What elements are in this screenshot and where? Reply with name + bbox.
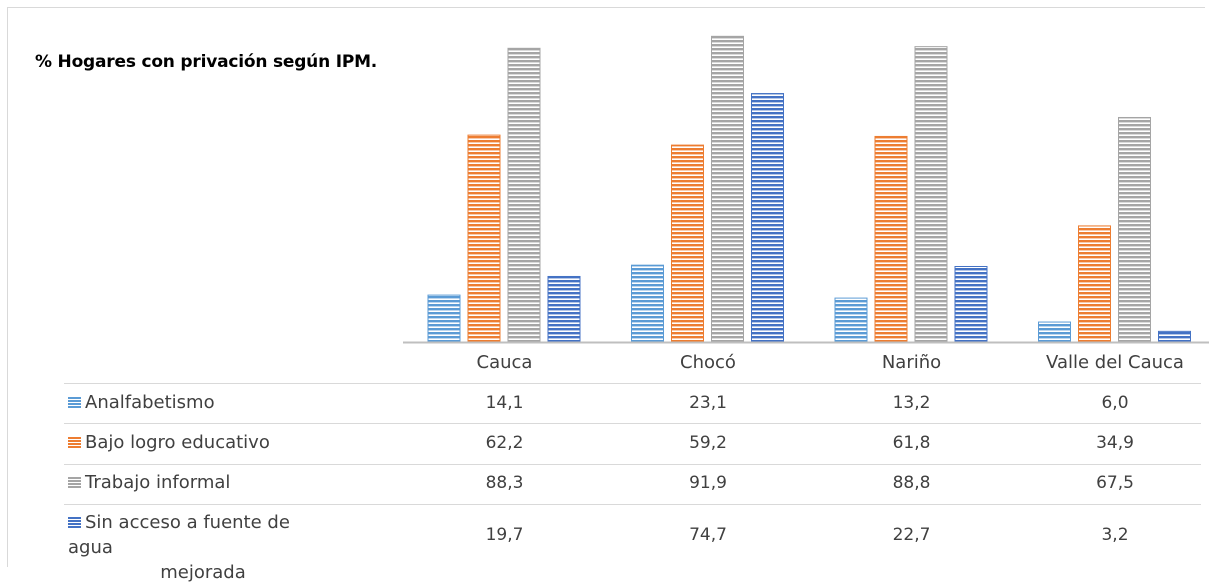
bar-nariño-series-1	[875, 136, 907, 342]
legend-text: Bajo logro educativo	[85, 432, 270, 453]
legend-text: mejorada	[160, 562, 246, 583]
table-cell-value: 13,2	[810, 393, 1013, 413]
bar-cauca-series-1	[468, 135, 500, 342]
table-row-divider	[64, 423, 1201, 424]
table-cell-value: 22,7	[810, 525, 1013, 545]
table-cell-value: 62,2	[403, 433, 606, 453]
table-cell-value: 14,1	[403, 393, 606, 413]
table-cell-value: 3,2	[1014, 525, 1209, 545]
bar-valle-del-cauca-series-1	[1079, 226, 1111, 342]
legend-text-line: mejorada	[68, 560, 338, 585]
bar-valle-del-cauca-series-0	[1039, 322, 1071, 342]
legend-text: Analfabetismo	[85, 392, 215, 413]
table-cell-value: 19,7	[403, 525, 606, 545]
table-cell-value: 67,5	[1014, 473, 1209, 493]
legend-text-line: Sin acceso a fuente de agua	[68, 510, 338, 560]
legend-text: Trabajo informal	[85, 472, 230, 493]
legend-row-label: Bajo logro educativo	[68, 432, 270, 453]
table-cell-value: 34,9	[1014, 433, 1209, 453]
category-label: Nariño	[810, 352, 1013, 373]
category-label: Chocó	[607, 352, 810, 373]
table-row-divider	[64, 504, 1201, 505]
legend-swatch	[68, 477, 81, 488]
legend-row-label: Analfabetismo	[68, 392, 215, 413]
category-label: Cauca	[403, 352, 606, 373]
table-cell-value: 74,7	[607, 525, 810, 545]
bar-cauca-series-3	[548, 276, 580, 342]
bar-chocó-series-3	[752, 94, 784, 342]
legend-row-label: Trabajo informal	[68, 472, 230, 493]
bar-chocó-series-0	[632, 265, 664, 342]
table-cell-value: 91,9	[607, 473, 810, 493]
table-cell-value: 6,0	[1014, 393, 1209, 413]
bar-chocó-series-1	[672, 145, 704, 342]
legend-text: Sin acceso a fuente de agua	[68, 512, 290, 558]
legend-swatch	[68, 397, 81, 408]
legend-row-label: Sin acceso a fuente de agua mejorada	[68, 510, 338, 585]
bar-cauca-series-0	[428, 295, 460, 342]
bar-cauca-series-2	[508, 48, 540, 342]
bar-nariño-series-3	[955, 266, 987, 342]
bar-nariño-series-0	[835, 298, 867, 342]
bar-valle-del-cauca-series-2	[1119, 117, 1151, 342]
table-row-divider	[64, 464, 1201, 465]
legend-swatch	[68, 517, 81, 528]
table-cell-value: 88,8	[810, 473, 1013, 493]
table-cell-value: 23,1	[607, 393, 810, 413]
legend-swatch	[68, 437, 81, 448]
table-cell-value: 61,8	[810, 433, 1013, 453]
bar-valle-del-cauca-series-3	[1159, 331, 1191, 342]
bar-chocó-series-2	[712, 36, 744, 342]
category-label: Valle del Cauca	[1014, 352, 1209, 373]
table-row-divider	[64, 383, 1201, 384]
table-cell-value: 88,3	[403, 473, 606, 493]
table-cell-value: 59,2	[607, 433, 810, 453]
bar-nariño-series-2	[915, 47, 947, 342]
